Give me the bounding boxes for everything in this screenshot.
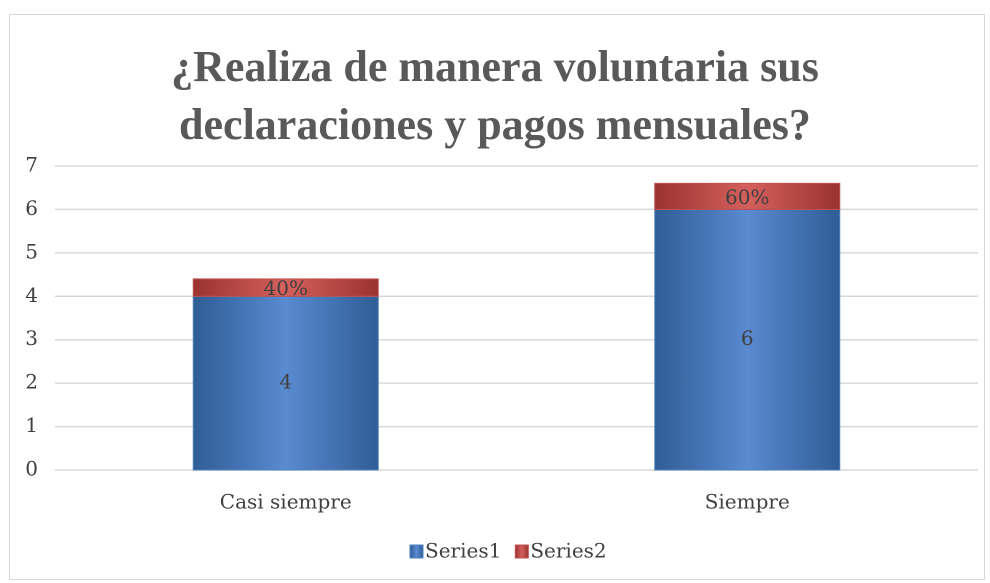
legend-swatch [409, 544, 424, 559]
legend-label: Series1 [425, 539, 501, 563]
bar-segment [192, 278, 379, 297]
x-tick-label: Siempre [705, 490, 790, 514]
y-tick-label: 7 [25, 153, 38, 177]
y-tick-label: 0 [25, 457, 38, 481]
bar-segment [192, 295, 379, 471]
y-tick-label: 5 [25, 239, 38, 263]
legend-label: Series2 [530, 539, 606, 563]
chart-border [9, 14, 985, 580]
y-tick-label: 2 [25, 370, 38, 394]
x-tick-label: Casi siempre [220, 490, 352, 514]
chart-title: ¿Realiza de manera voluntaria sus declar… [171, 42, 819, 149]
legend-swatch [514, 544, 529, 559]
data-label: 6 [741, 326, 754, 350]
bar-segment [654, 208, 841, 471]
y-tick-label: 4 [25, 283, 38, 307]
y-tick-label: 3 [25, 326, 38, 350]
data-label: 60% [725, 185, 769, 209]
data-label: 40% [264, 276, 308, 300]
y-tick-label: 1 [25, 413, 38, 437]
bar-segment [654, 182, 841, 210]
y-tick-label: 6 [25, 196, 38, 220]
data-label: 4 [279, 370, 292, 394]
